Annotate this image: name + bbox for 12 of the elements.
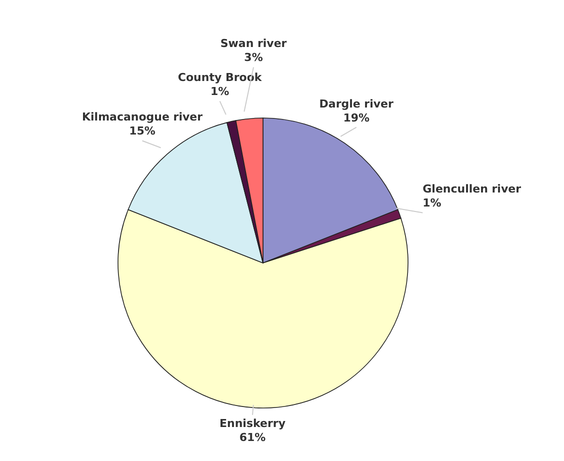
data-label: 1% bbox=[210, 85, 230, 98]
data-label: 61% bbox=[239, 430, 266, 444]
slice-label: Dargle river bbox=[319, 97, 394, 110]
data-label: 15% bbox=[129, 124, 156, 138]
data-label: 19% bbox=[343, 111, 370, 124]
slice-label: Swan river bbox=[220, 37, 288, 50]
slice-label: Kilmacanogue river bbox=[82, 110, 204, 124]
data-label: 3% bbox=[244, 51, 263, 64]
data-label: 1% bbox=[422, 196, 442, 210]
slice-label: Enniskerry bbox=[220, 416, 286, 430]
slice-label: County Brook bbox=[178, 71, 262, 84]
slice-label: Glencullen river bbox=[422, 182, 522, 196]
